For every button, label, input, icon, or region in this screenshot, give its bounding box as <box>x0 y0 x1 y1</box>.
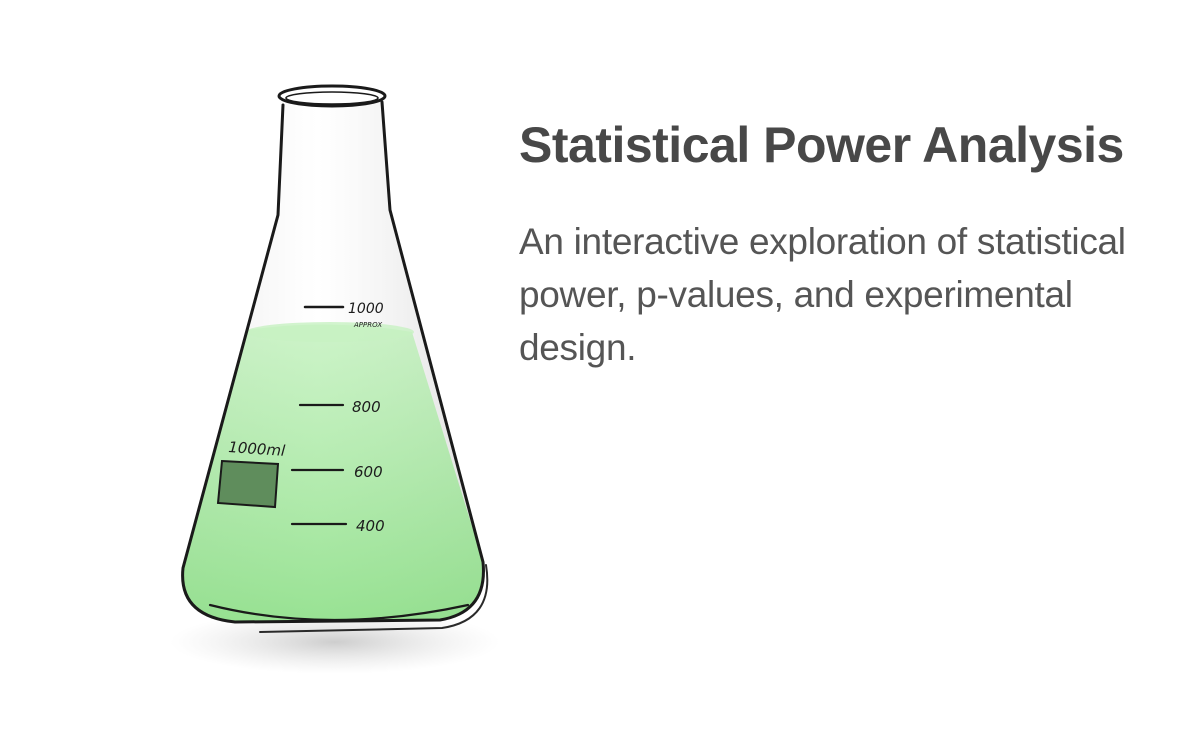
graduation-approx-label: APPROX <box>353 321 382 329</box>
flask-rim-inner <box>285 91 379 105</box>
graduation-label-1000: 1000 <box>348 301 384 317</box>
flask-shadow <box>170 610 500 674</box>
flask-label-patch <box>216 459 280 509</box>
flask-outline-back <box>259 564 489 633</box>
graduation-label-800: 800 <box>352 398 381 416</box>
flask-liquid <box>182 324 484 622</box>
erlenmeyer-flask-illustration: 1000ml 1000 APPROX 800 600 400 <box>150 60 530 700</box>
graduation-label-600: 600 <box>354 463 383 481</box>
graduation-label-400: 400 <box>356 517 385 535</box>
flask-base-line <box>208 603 470 622</box>
page-subtitle: An interactive exploration of statistica… <box>519 221 1126 368</box>
liquid-surface <box>246 322 414 342</box>
flask-volume-label: 1000ml <box>228 438 287 460</box>
erlenmeyer-flask-icon: 1000ml 1000 APPROX 800 600 400 <box>170 84 500 674</box>
hero-text: Statistical Power Analysis An interactiv… <box>519 112 1159 374</box>
flask-rim <box>277 84 387 108</box>
page-title: Statistical Power Analysis <box>519 117 1124 173</box>
